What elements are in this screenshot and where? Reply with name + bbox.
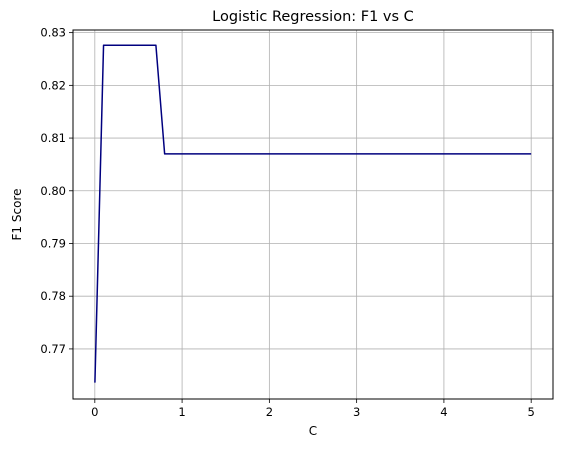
y-tick-label: 0.79: [40, 236, 66, 250]
plot-frame: [72, 29, 554, 400]
y-tick-label: 0.78: [40, 289, 66, 303]
x-tick-label: 2: [266, 405, 273, 419]
y-tick-label: 0.82: [40, 78, 66, 92]
x-tick-label: 0: [91, 405, 98, 419]
grid: [73, 30, 553, 399]
y-tick-label: 0.80: [40, 184, 66, 198]
series-layer: [94, 44, 532, 383]
chart-title: Logistic Regression: F1 vs C: [212, 9, 414, 25]
x-axis-label: C: [309, 424, 317, 438]
series-line: [94, 44, 532, 383]
ticks: 0 1 2 3 4 5 0.77 0.78 0.79 0.80 0.81 0.82 0.83: [40, 26, 534, 419]
x-tick-label: 4: [440, 405, 447, 419]
x-tick-label: 3: [353, 405, 360, 419]
x-tick-label: 5: [528, 405, 535, 419]
y-axis-label: F1 Score: [10, 189, 24, 241]
y-tick-label: 0.83: [40, 26, 66, 40]
x-tick-label: 1: [178, 405, 185, 419]
y-tick-label: 0.77: [40, 342, 66, 356]
y-tick-label: 0.81: [40, 131, 66, 145]
